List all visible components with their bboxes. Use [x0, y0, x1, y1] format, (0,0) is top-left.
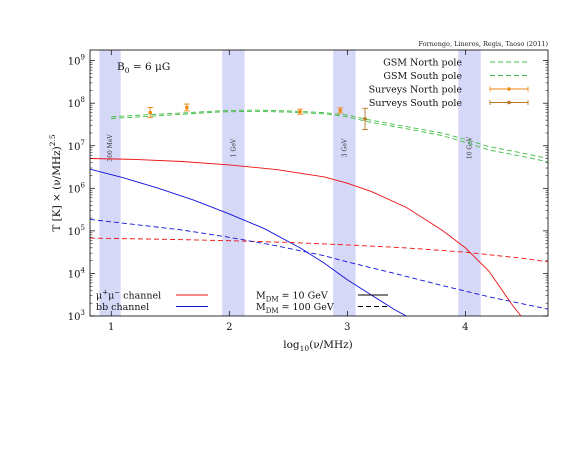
data-point-2-1	[184, 105, 189, 110]
data-point-2-0	[148, 110, 153, 115]
series-line-5	[90, 168, 408, 316]
band-label-0: 300 MeV	[107, 134, 114, 162]
band-label-3: 10 GeV	[467, 136, 474, 159]
legend-mass-label-1: MDM = 100 GeV	[256, 302, 334, 315]
y-tick-label-1: 104	[68, 266, 86, 280]
series-line-0	[111, 109, 548, 159]
x-tick-label-3: 4	[462, 322, 468, 333]
band-label-2: 3 GeV	[341, 138, 348, 157]
legend-top-point-3	[507, 100, 511, 105]
y-tick-label-3: 106	[68, 181, 86, 195]
plot-border	[89, 49, 549, 317]
series-line-6	[90, 237, 548, 263]
legend-channel-label-0: μ+μ− channel	[96, 289, 161, 302]
legend-top-point-2	[507, 87, 511, 91]
band-label-1: 1 GeV	[230, 138, 237, 157]
data-point-2-2	[298, 109, 302, 114]
series-line-1	[111, 110, 548, 163]
legend-channel-label-1: bb channel	[96, 302, 149, 313]
series-line-7	[90, 218, 548, 310]
y-axis-label: T [K] × (ν/MHz)2.5	[48, 134, 63, 232]
band-0	[99, 50, 121, 316]
y-tick-label-5: 108	[68, 96, 85, 110]
plot-frame	[89, 49, 549, 317]
band-3	[458, 50, 481, 316]
x-tick-label-1: 2	[226, 322, 232, 333]
frequency-bands: 300 MeV 1 GeV 3 GeV 10 GeV	[99, 50, 481, 316]
data-series	[90, 103, 548, 316]
series-line-4	[90, 158, 522, 316]
legend-top-label-3: Surveys South pole	[369, 98, 463, 109]
y-tick-label-2: 105	[68, 224, 85, 238]
data-point-2-3	[338, 108, 343, 113]
y-tick-label-0: 103	[68, 309, 85, 323]
band-2	[333, 50, 356, 316]
field-annotation: B0 = 6 μG	[117, 61, 170, 75]
legend-top-label-2: Surveys North pole	[369, 85, 463, 96]
legend-top-label-1: GSM South pole	[383, 71, 462, 82]
y-tick-label-6: 109	[68, 54, 85, 68]
data-point-3-0	[363, 117, 367, 121]
credit-text: Fornengo, Lineros, Regis, Taoso (2011)	[418, 40, 548, 48]
x-axis-label: log10(ν/MHz)	[283, 339, 353, 353]
band-1	[222, 50, 245, 316]
x-tick-label-2: 3	[344, 322, 350, 333]
legend-mass-label-0: MDM = 10 GeV	[256, 291, 328, 304]
y-tick-label-4: 107	[68, 139, 85, 153]
x-tick-label-0: 1	[108, 322, 114, 333]
legend-top: GSM North pole GSM South pole Surveys Nort…	[369, 58, 529, 109]
legend-top-label-0: GSM North pole	[383, 58, 462, 69]
